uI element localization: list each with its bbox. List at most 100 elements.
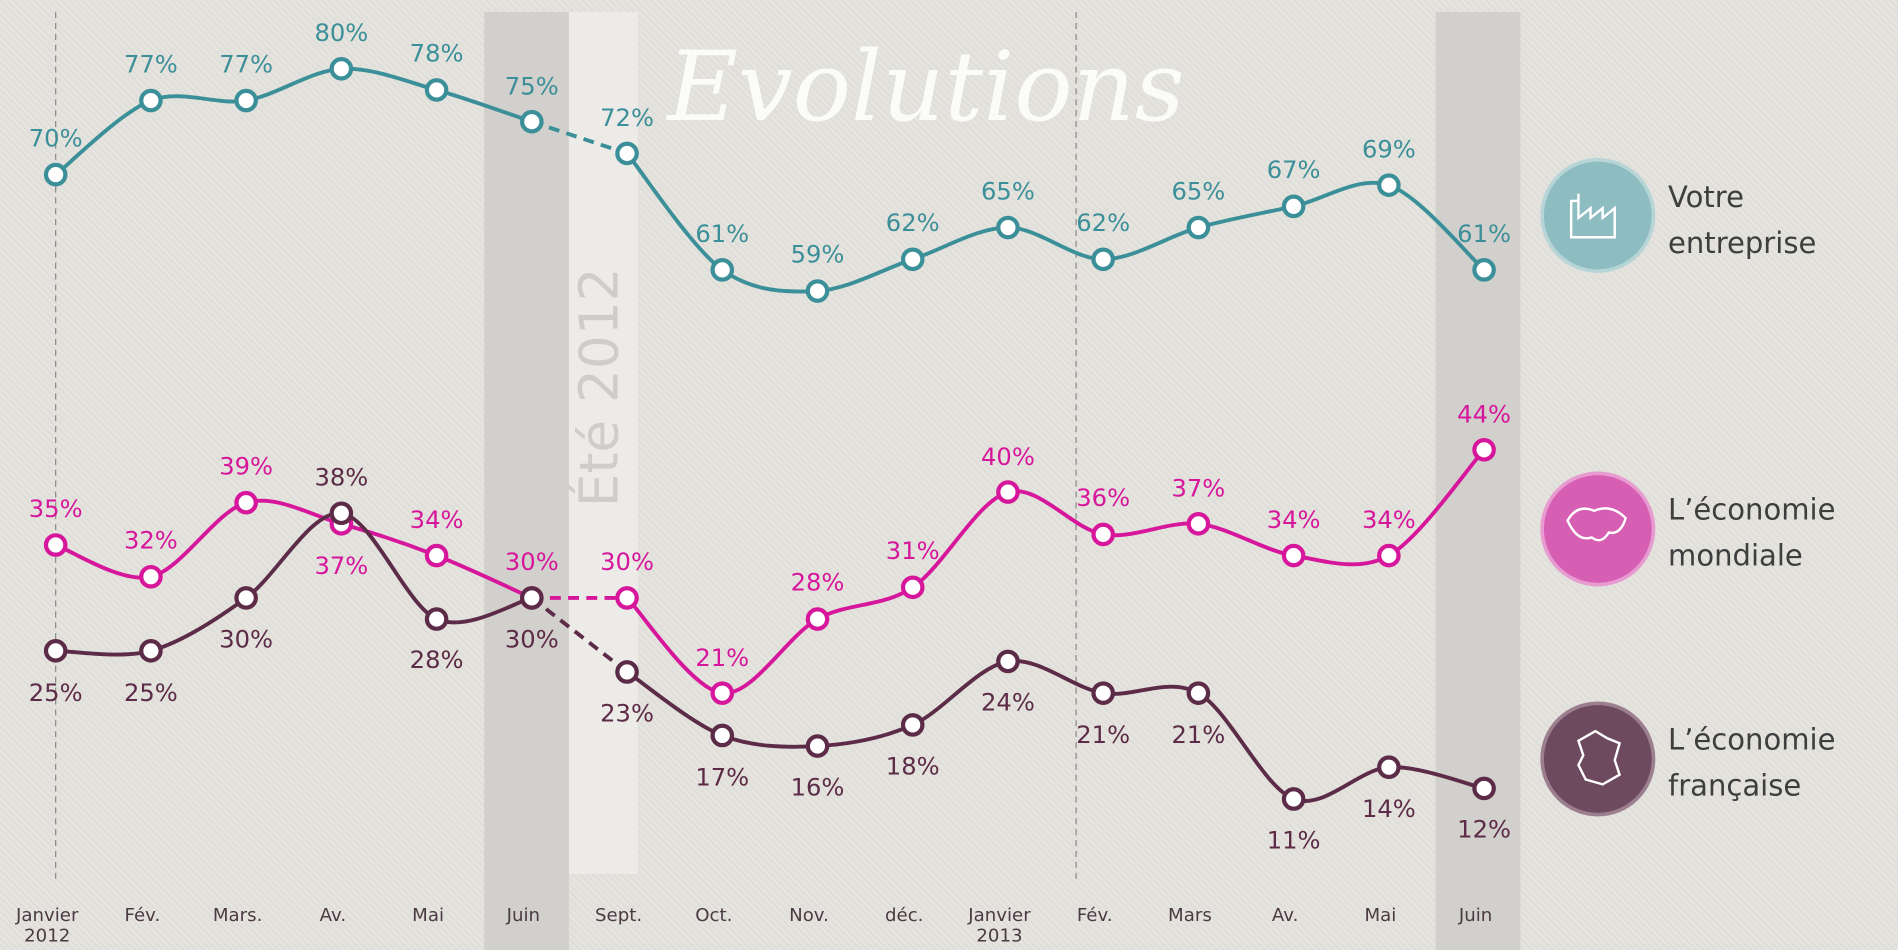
data-point	[424, 78, 449, 102]
data-point	[1281, 787, 1306, 811]
data-point	[43, 533, 68, 557]
data-point	[1186, 681, 1211, 705]
data-point	[1377, 543, 1401, 568]
x-tick-label: Fév.	[124, 904, 161, 927]
data-label: 69%	[1361, 134, 1416, 164]
data-point	[234, 490, 258, 515]
data-label: 77%	[123, 49, 178, 79]
data-point	[43, 162, 68, 187]
x-tick-label: Janvier 2013	[968, 904, 1031, 947]
data-point	[996, 215, 1020, 240]
data-label: 65%	[981, 176, 1035, 206]
data-point	[1281, 543, 1306, 568]
data-point	[1281, 194, 1306, 219]
data-label: 30%	[600, 547, 654, 577]
data-point	[424, 543, 449, 568]
data-point	[139, 564, 163, 589]
data-label: 24%	[981, 688, 1035, 718]
x-tick-label: Fév.	[1076, 904, 1113, 927]
data-point	[805, 734, 830, 758]
data-point	[1091, 247, 1115, 272]
data-point	[329, 56, 354, 81]
x-tick-label: Mars	[1168, 904, 1212, 927]
data-label: 75%	[504, 70, 559, 100]
annotation: Été 2012	[567, 267, 630, 507]
data-label: 21%	[1171, 719, 1226, 749]
x-tick-label: déc.	[884, 904, 924, 927]
data-point	[615, 141, 639, 166]
data-label: 25%	[123, 677, 178, 707]
data-label: 21%	[1076, 719, 1131, 749]
data-point	[520, 109, 544, 134]
factory-icon	[1569, 193, 1616, 239]
data-label: 30%	[504, 624, 559, 654]
data-point	[1186, 215, 1211, 240]
data-point	[805, 279, 830, 303]
data-label: 61%	[695, 218, 750, 249]
data-label: 34%	[1361, 504, 1416, 534]
data-label: 40%	[981, 441, 1035, 471]
data-label: 80%	[314, 17, 369, 47]
data-label: 30%	[504, 547, 559, 577]
data-label: 37%	[1171, 472, 1226, 503]
data-point	[1472, 776, 1496, 801]
data-point	[615, 586, 639, 610]
highlight-band	[484, 12, 569, 950]
data-label: 67%	[1266, 155, 1321, 185]
data-point	[1472, 437, 1496, 462]
data-point	[520, 586, 544, 610]
data-label: 61%	[1457, 218, 1511, 249]
data-label: 65%	[1171, 176, 1226, 206]
data-label: 35%	[28, 494, 83, 524]
data-label: 31%	[885, 536, 940, 566]
data-point	[1186, 512, 1211, 536]
data-point	[139, 88, 163, 113]
data-point	[1472, 258, 1496, 282]
series-line	[625, 658, 1485, 803]
chart-title: Evolutions	[665, 30, 1184, 143]
data-point	[996, 480, 1020, 504]
data-label: 30%	[219, 624, 274, 654]
data-label: 21%	[695, 642, 750, 672]
data-point	[234, 88, 258, 113]
data-label: 18%	[885, 751, 940, 781]
data-point	[1377, 173, 1401, 197]
data-label: 38%	[314, 462, 369, 492]
x-tick-label: Mars.	[212, 904, 263, 927]
data-label: 62%	[885, 208, 940, 238]
legend-icon	[1540, 157, 1656, 273]
data-point	[900, 247, 925, 272]
data-label: 32%	[123, 525, 178, 555]
data-point	[43, 639, 68, 663]
data-point	[139, 639, 163, 663]
data-label: 34%	[409, 504, 464, 534]
data-label: 39%	[219, 451, 274, 481]
series-line	[625, 448, 1486, 696]
data-point	[1377, 755, 1401, 780]
legend-icon	[1540, 471, 1656, 587]
data-label: 72%	[600, 102, 654, 132]
data-point	[996, 649, 1020, 674]
data-label: 78%	[409, 39, 464, 69]
data-point	[329, 501, 354, 526]
data-point	[710, 723, 735, 748]
x-tick-label: Juin	[506, 904, 541, 927]
world-icon	[1566, 507, 1628, 542]
data-label: 28%	[790, 568, 845, 598]
data-point	[1091, 522, 1115, 547]
series-line	[625, 152, 1486, 294]
x-tick-label: Oct.	[695, 904, 733, 927]
data-label: 14%	[1361, 793, 1416, 823]
x-tick-label: Mai	[412, 904, 445, 927]
data-label: 44%	[1457, 398, 1511, 428]
data-point	[710, 681, 735, 705]
x-tick-label: Nov.	[789, 904, 829, 927]
legend-label: L’économie française	[1668, 722, 1836, 803]
data-label: 11%	[1266, 825, 1321, 855]
data-label: 16%	[790, 772, 845, 802]
x-tick-label: Janvier 2012	[16, 904, 79, 947]
data-label: 59%	[790, 240, 845, 270]
data-point	[424, 607, 449, 631]
